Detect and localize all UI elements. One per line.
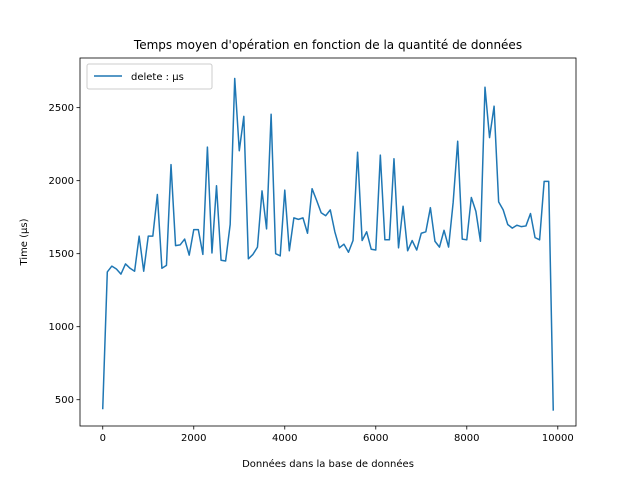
y-tick-label: 2500 (49, 103, 74, 114)
series-line-0 (101, 77, 555, 411)
x-tick-label: 4000 (272, 433, 297, 444)
y-axis-label: Time (µs) (19, 218, 30, 266)
legend-box (86, 63, 213, 90)
x-tick-label: 6000 (363, 433, 388, 444)
plot-area: 0 2000 4000 6000 8000 10000 500 1000 1500 2000 250… (49, 57, 577, 444)
chart-title: Temps moyen d'opération en fonction de l… (133, 38, 522, 52)
x-tick-label: 10000 (542, 433, 574, 444)
plot-frame (79, 57, 577, 427)
y-tick-label: 1000 (49, 322, 74, 333)
y-tick-label: 2000 (49, 176, 74, 187)
legend: delete : µs (86, 63, 213, 90)
legend-label: delete : µs (131, 72, 184, 83)
x-tick-label: 8000 (454, 433, 479, 444)
y-tick-label: 500 (55, 395, 74, 406)
x-axis-label: Données dans la base de données (242, 458, 414, 470)
y-tick-label: 1500 (49, 249, 74, 260)
x-tick-label: 0 (100, 433, 106, 444)
x-tick-label: 2000 (181, 433, 206, 444)
